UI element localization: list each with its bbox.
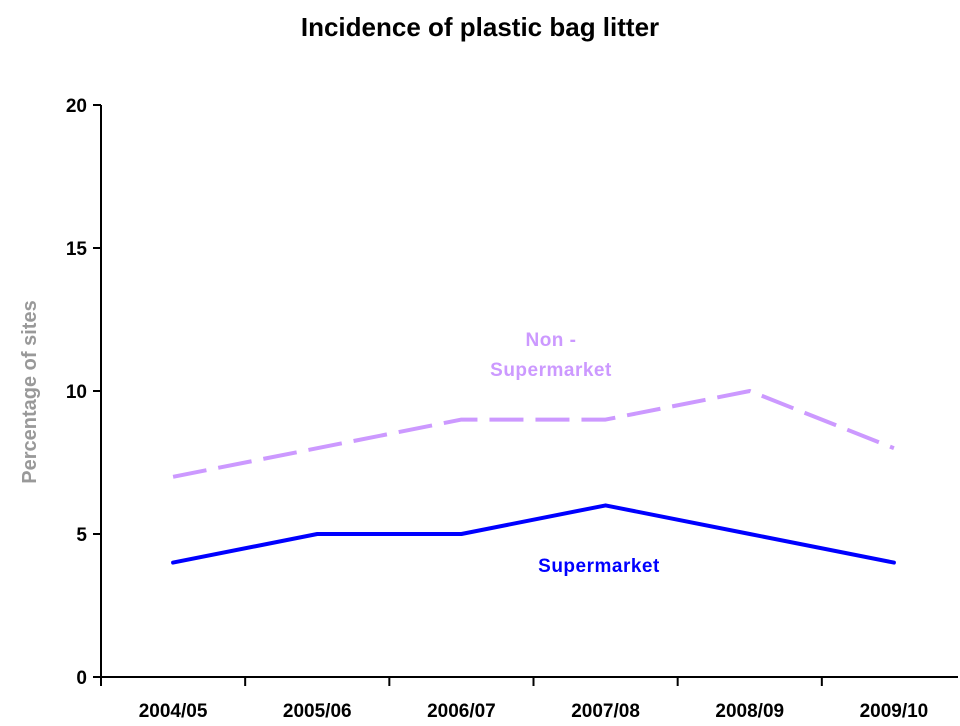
series-line-supermarket (171, 503, 896, 565)
x-tick-label: 2009/10 (860, 701, 929, 722)
series-label-non-supermarket-line: Non - (525, 330, 576, 351)
y-tick-label: 20 (66, 96, 87, 117)
y-tick-label: 0 (76, 668, 87, 689)
y-tick-label: 5 (76, 525, 87, 546)
series-line-non-supermarket (172, 389, 895, 479)
y-tick-label: 15 (66, 239, 88, 260)
series-labels: Supermarket Non - Supermarket (490, 330, 660, 577)
series-layer (171, 389, 896, 565)
x-tick-label: 2008/09 (715, 701, 784, 722)
chart-title: Incidence of plastic bag litter (301, 12, 659, 42)
y-axis-label: Percentage of sites (19, 300, 41, 483)
series-label-non-supermarket-line: Supermarket (490, 360, 612, 381)
y-tick-label: 10 (66, 382, 87, 403)
x-tick-label: 2004/05 (139, 701, 208, 722)
series-label-supermarket: Supermarket (538, 556, 660, 577)
axes: 0 5 10 15 20 2004/05 2005/06 2006/07 2007/08 2008… (66, 96, 958, 722)
x-tick-label: 2006/07 (427, 701, 496, 722)
x-tick-label: 2007/08 (571, 701, 640, 722)
x-tick-label: 2005/06 (283, 701, 352, 722)
